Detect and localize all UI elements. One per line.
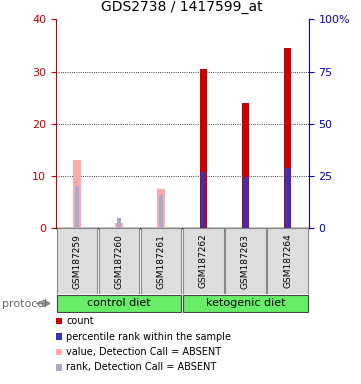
Bar — [99, 228, 139, 294]
Bar — [242, 103, 249, 228]
Bar — [201, 172, 205, 228]
Text: count: count — [66, 316, 94, 326]
Bar — [57, 228, 97, 294]
Bar — [286, 168, 290, 228]
Text: GSM187262: GSM187262 — [199, 234, 208, 288]
Text: GSM187264: GSM187264 — [283, 234, 292, 288]
Bar — [159, 195, 163, 228]
Text: percentile rank within the sample: percentile rank within the sample — [66, 332, 231, 342]
Bar — [115, 223, 123, 228]
Bar — [268, 228, 308, 294]
Bar — [183, 228, 223, 294]
Text: protocol: protocol — [2, 299, 47, 309]
Text: ketogenic diet: ketogenic diet — [206, 298, 285, 308]
Bar — [73, 161, 81, 228]
Text: GSM187259: GSM187259 — [73, 234, 82, 288]
Bar — [225, 228, 266, 294]
Bar — [75, 185, 79, 228]
Bar — [243, 177, 248, 228]
Text: rank, Detection Call = ABSENT: rank, Detection Call = ABSENT — [66, 362, 216, 372]
Bar — [117, 218, 121, 228]
Title: GDS2738 / 1417599_at: GDS2738 / 1417599_at — [101, 0, 263, 14]
Bar — [157, 189, 165, 228]
Text: control diet: control diet — [87, 298, 151, 308]
Text: value, Detection Call = ABSENT: value, Detection Call = ABSENT — [66, 347, 221, 357]
Text: GSM187260: GSM187260 — [115, 234, 123, 288]
Text: GSM187263: GSM187263 — [241, 234, 250, 288]
Bar — [200, 69, 207, 228]
Bar — [183, 295, 308, 312]
Bar — [141, 228, 182, 294]
Bar — [284, 48, 291, 228]
Bar — [57, 295, 182, 312]
Text: GSM187261: GSM187261 — [157, 234, 166, 288]
